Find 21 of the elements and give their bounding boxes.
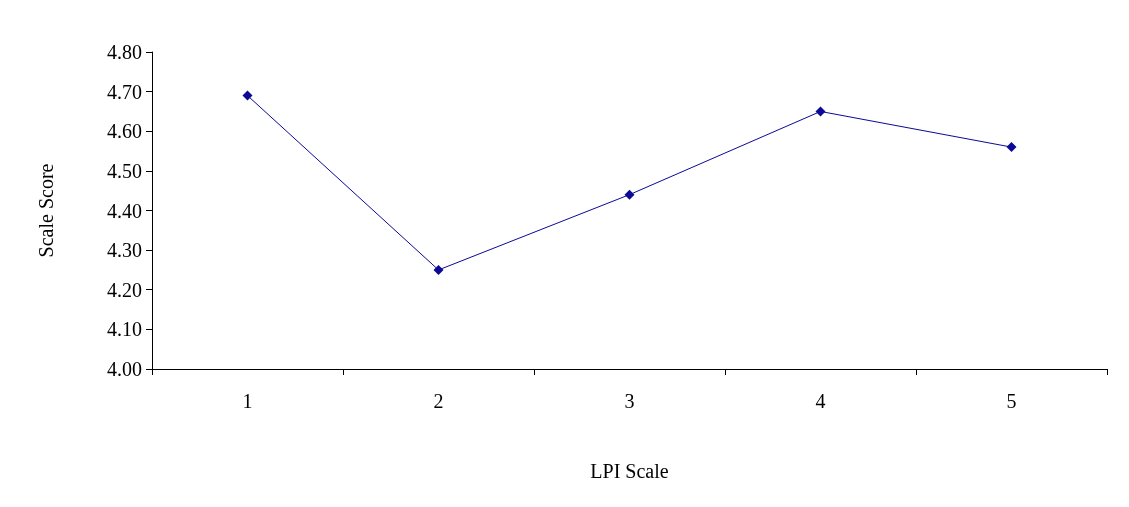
x-tick-label: 2 <box>433 390 444 412</box>
y-tick-label: 4.60 <box>107 120 142 143</box>
point <box>1006 142 1017 153</box>
x-tick-label: 1 <box>242 390 253 412</box>
point <box>815 106 826 117</box>
point <box>242 90 253 101</box>
x-tick-label: 5 <box>1006 390 1017 412</box>
y-tick-label: 4.40 <box>107 199 142 222</box>
point <box>433 264 444 275</box>
x-tick-label: 4 <box>815 390 826 412</box>
y-tick-label: 4.10 <box>107 318 142 341</box>
point <box>624 189 635 200</box>
y-tick-label: 4.50 <box>107 159 142 182</box>
y-tick-label: 4.80 <box>107 41 142 63</box>
y-axis-title: Scale Score <box>35 163 57 258</box>
y-tick-label: 4.00 <box>107 358 142 380</box>
y-tick-label: 4.70 <box>107 80 142 103</box>
x-tick-label: 3 <box>624 390 635 412</box>
y-tick-label: 4.30 <box>107 239 142 262</box>
x-axis-title: LPI Scale <box>590 460 669 482</box>
y-tick-label: 4.20 <box>107 278 142 301</box>
